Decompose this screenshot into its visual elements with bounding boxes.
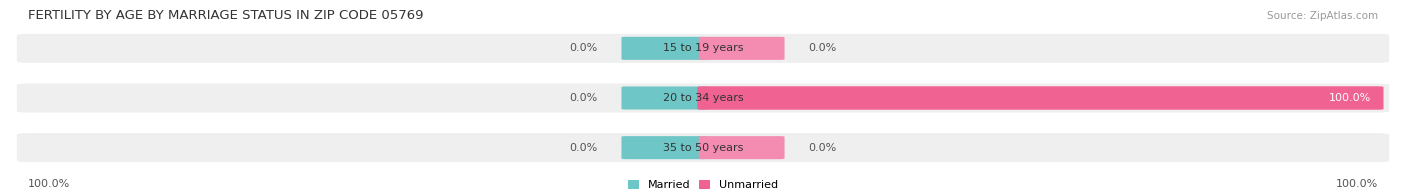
FancyBboxPatch shape [621,136,707,159]
Legend: Married, Unmarried: Married, Unmarried [627,180,779,191]
FancyBboxPatch shape [621,86,707,110]
Text: 15 to 19 years: 15 to 19 years [662,43,744,53]
FancyBboxPatch shape [699,37,785,60]
Text: 100.0%: 100.0% [1329,93,1371,103]
Text: 0.0%: 0.0% [569,43,598,53]
FancyBboxPatch shape [17,133,1389,162]
Text: Source: ZipAtlas.com: Source: ZipAtlas.com [1267,11,1378,21]
Text: 100.0%: 100.0% [28,179,70,189]
Text: 0.0%: 0.0% [808,43,837,53]
FancyBboxPatch shape [17,83,1389,113]
Text: 20 to 34 years: 20 to 34 years [662,93,744,103]
Text: 0.0%: 0.0% [569,143,598,153]
Text: 100.0%: 100.0% [1336,179,1378,189]
Text: FERTILITY BY AGE BY MARRIAGE STATUS IN ZIP CODE 05769: FERTILITY BY AGE BY MARRIAGE STATUS IN Z… [28,9,423,22]
Text: 0.0%: 0.0% [808,143,837,153]
Text: 35 to 50 years: 35 to 50 years [662,143,744,153]
FancyBboxPatch shape [697,86,1384,110]
FancyBboxPatch shape [17,34,1389,63]
FancyBboxPatch shape [699,136,785,159]
FancyBboxPatch shape [621,37,707,60]
Text: 0.0%: 0.0% [569,93,598,103]
